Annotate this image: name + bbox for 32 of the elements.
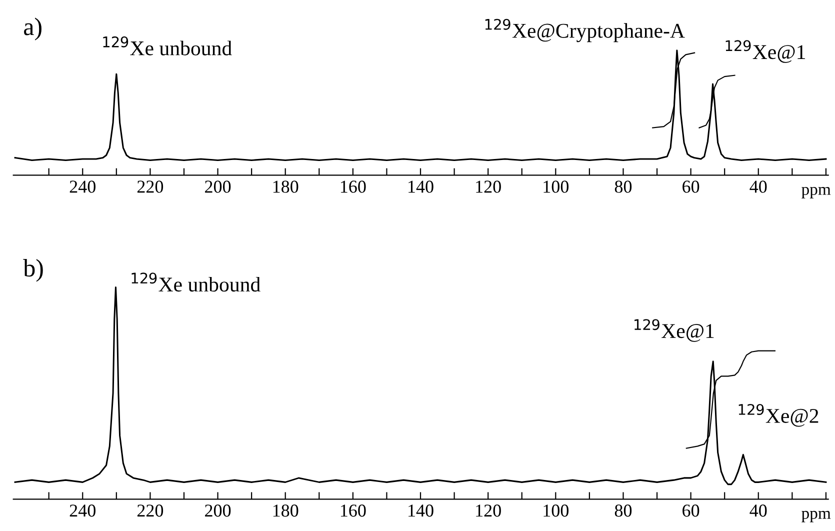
- chart-title: b): [23, 259, 43, 282]
- x-tick-label: 100: [544, 504, 569, 517]
- annotation: $^{129}$Xe unbound: [132, 272, 260, 292]
- annotation: $^{129}$Xe@2: [738, 404, 818, 427]
- x-tick-label: 120: [476, 180, 501, 193]
- text: $^{129}$Xe@Cryptophane-A: [485, 18, 685, 42]
- chart-title: a): [24, 18, 42, 40]
- x-tick-label: 60: [682, 180, 700, 193]
- x-tick-label: 240: [70, 180, 96, 193]
- x-tick-label: 240: [70, 504, 96, 517]
- x-tick-label: 140: [408, 180, 434, 193]
- x-axis-title: ppm: [802, 510, 831, 522]
- x-tick-label: 60: [682, 504, 700, 517]
- x-tick-label: 140: [408, 504, 434, 517]
- x-axis-title: ppm: [802, 186, 831, 198]
- annotation: $^{129}$Xe@1: [726, 40, 805, 63]
- x-tick-label: 200: [205, 180, 231, 193]
- x-tick-label: 200: [205, 504, 231, 517]
- x-tick-label: 100: [544, 180, 569, 193]
- x-tick-label: 220: [137, 180, 164, 193]
- annotation: $^{129}$Xe unbound: [103, 36, 232, 56]
- x-tick-label: 40: [750, 504, 767, 517]
- x-tick-label: 160: [340, 180, 366, 193]
- x-tick-label: 180: [273, 180, 298, 193]
- x-tick-label: 220: [137, 504, 164, 517]
- x-tick-label: 40: [750, 180, 767, 193]
- x-tick-label: 80: [614, 180, 632, 193]
- x-tick-label: 120: [476, 504, 501, 517]
- x-tick-label: 180: [273, 504, 298, 517]
- annotation: $^{129}$Xe@1: [634, 319, 714, 342]
- x-tick-label: 160: [340, 504, 366, 517]
- x-tick-label: 80: [614, 504, 632, 517]
